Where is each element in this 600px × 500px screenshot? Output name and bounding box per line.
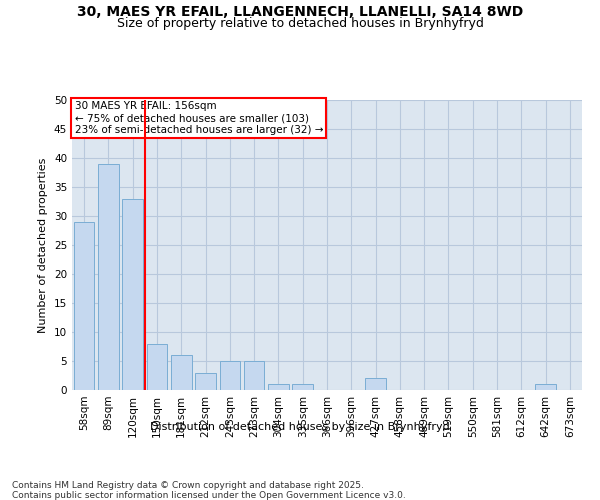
Bar: [122, 198, 143, 390]
Y-axis label: Number of detached properties: Number of detached properties: [38, 158, 49, 332]
Bar: [535, 384, 556, 390]
Bar: [220, 361, 240, 390]
Text: 30 MAES YR EFAIL: 156sqm
← 75% of detached houses are smaller (103)
23% of semi-: 30 MAES YR EFAIL: 156sqm ← 75% of detach…: [74, 102, 323, 134]
Bar: [171, 355, 191, 390]
Text: Contains HM Land Registry data © Crown copyright and database right 2025.
Contai: Contains HM Land Registry data © Crown c…: [12, 480, 406, 500]
Bar: [74, 222, 94, 390]
Bar: [146, 344, 167, 390]
Bar: [244, 361, 265, 390]
Bar: [195, 372, 216, 390]
Bar: [268, 384, 289, 390]
Text: Size of property relative to detached houses in Brynhyfryd: Size of property relative to detached ho…: [116, 18, 484, 30]
Text: 30, MAES YR EFAIL, LLANGENNECH, LLANELLI, SA14 8WD: 30, MAES YR EFAIL, LLANGENNECH, LLANELLI…: [77, 5, 523, 19]
Bar: [98, 164, 119, 390]
Bar: [365, 378, 386, 390]
Bar: [292, 384, 313, 390]
Text: Distribution of detached houses by size in Brynhyfryd: Distribution of detached houses by size …: [150, 422, 450, 432]
